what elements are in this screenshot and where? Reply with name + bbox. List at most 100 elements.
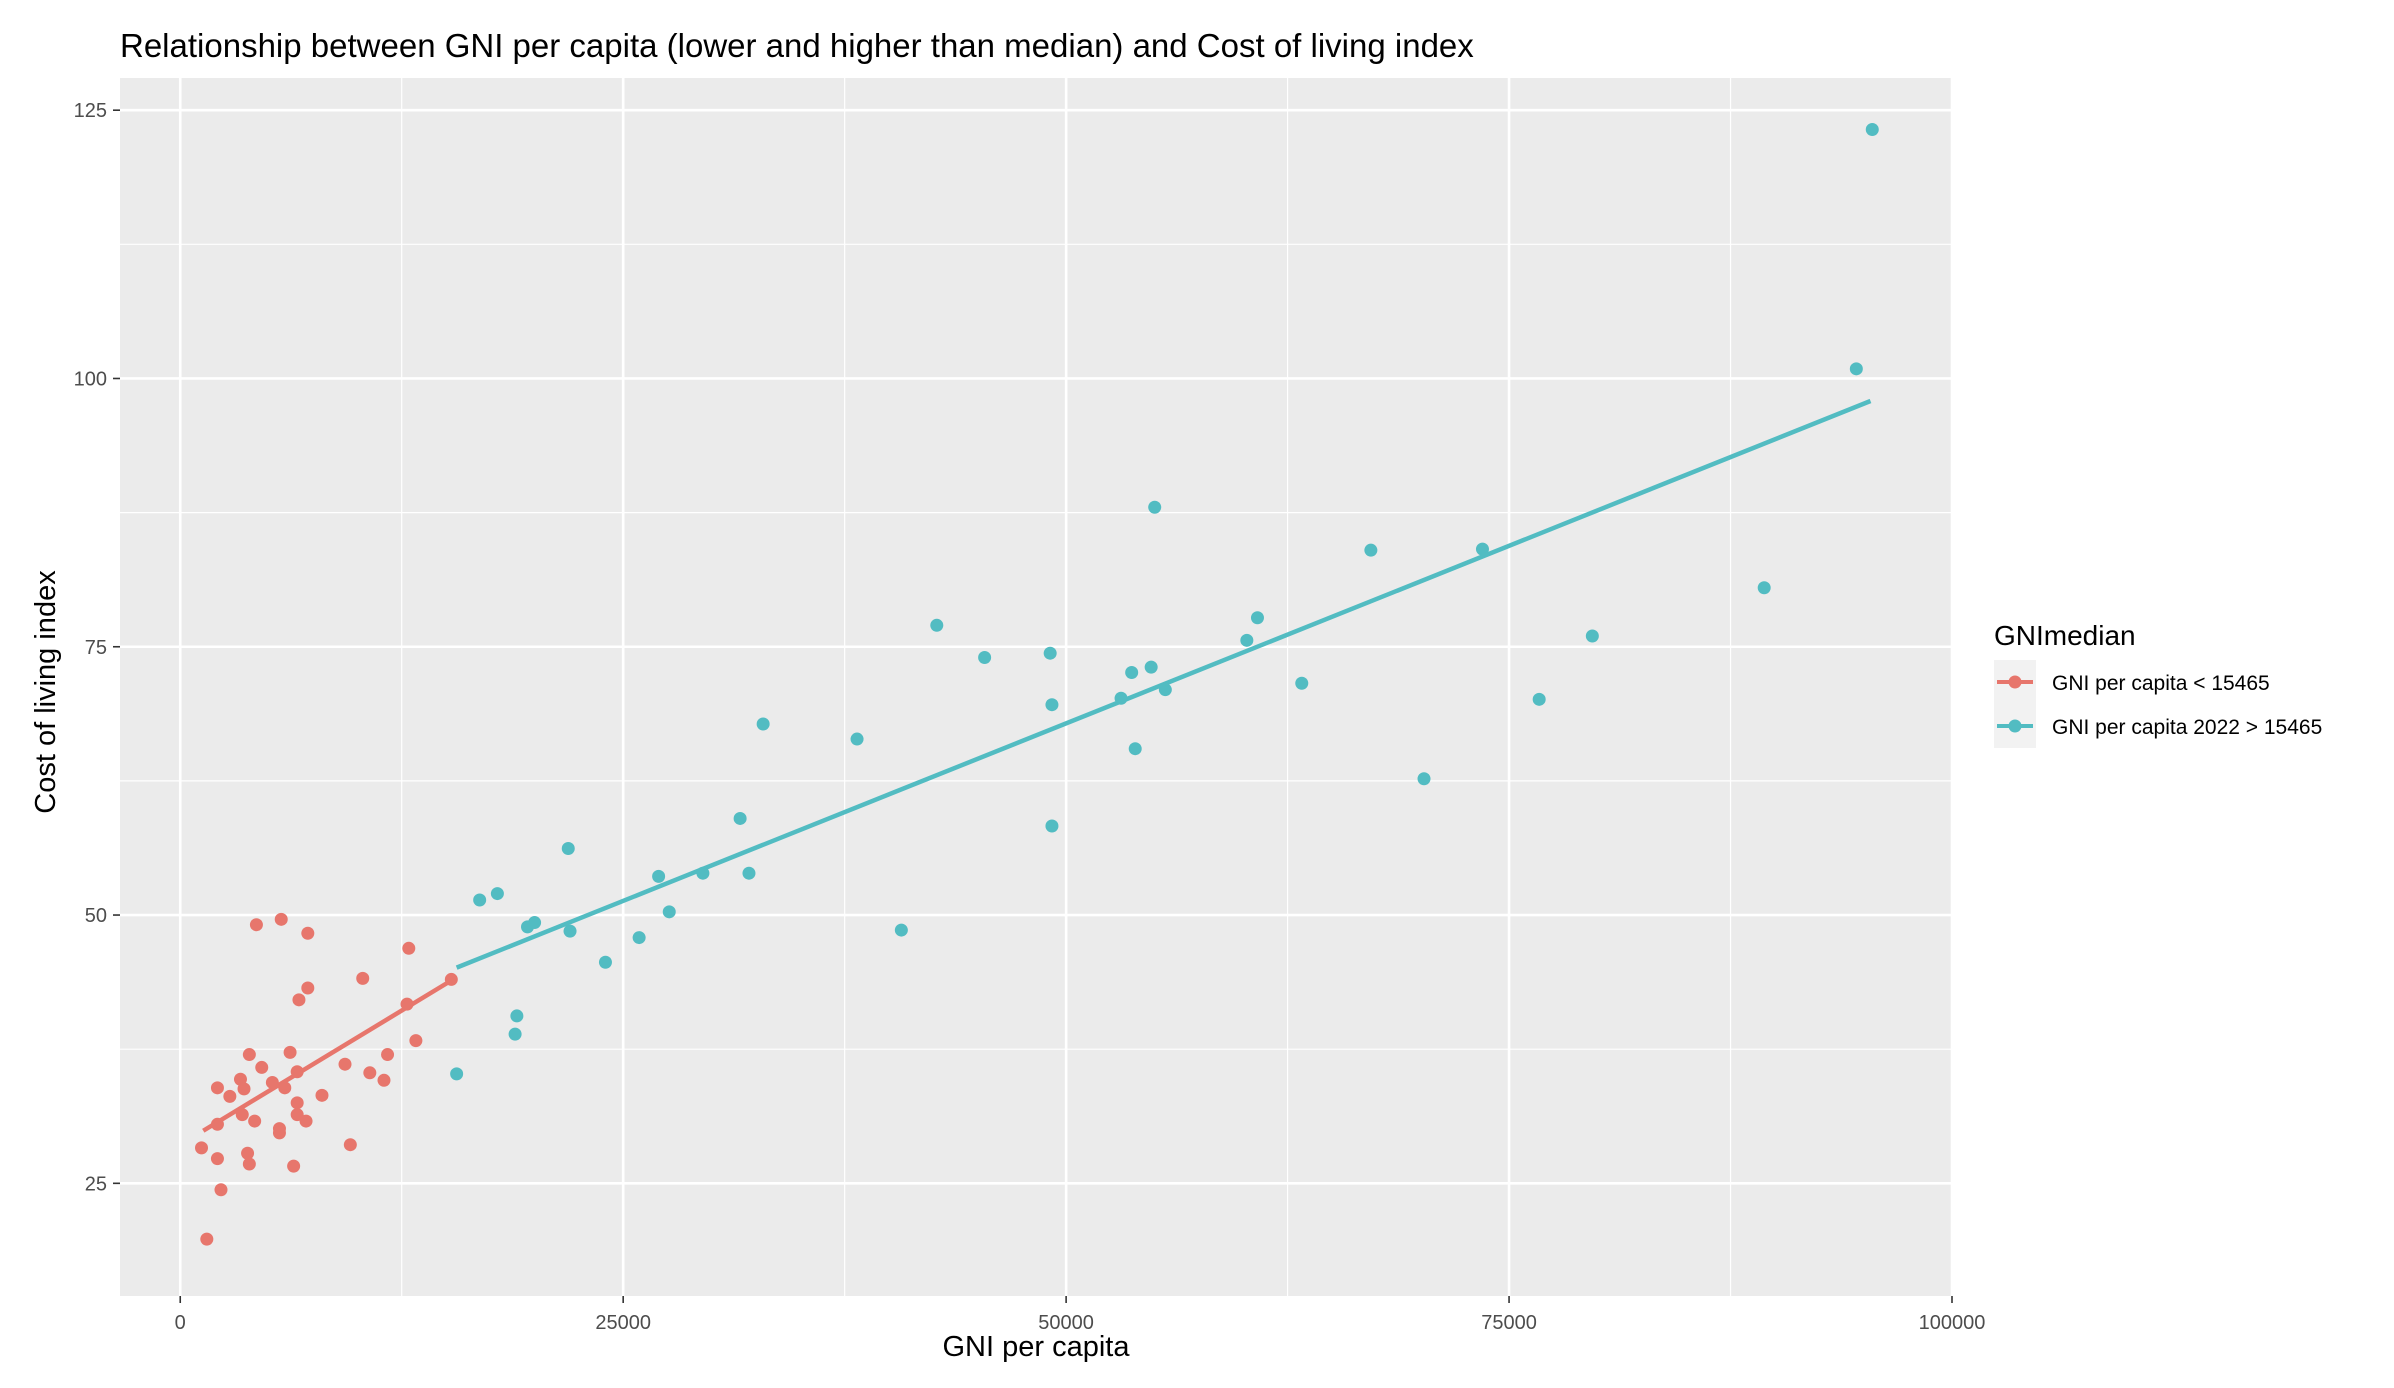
data-point xyxy=(742,866,756,880)
data-point xyxy=(1144,660,1158,674)
data-point xyxy=(283,1045,297,1059)
data-point xyxy=(1757,581,1771,595)
y-axis-title: Cost of living index xyxy=(30,570,62,814)
legend: GNImedian GNI per capita < 15465 GNI per … xyxy=(1994,620,2322,748)
x-tick-label: 75000 xyxy=(1481,1312,1537,1334)
data-point xyxy=(255,1060,269,1074)
data-point xyxy=(756,717,770,731)
data-point xyxy=(249,918,263,932)
data-point xyxy=(409,1034,423,1048)
x-tick-label: 25000 xyxy=(595,1312,651,1334)
data-point xyxy=(490,887,504,901)
data-point xyxy=(242,1048,256,1062)
data-point xyxy=(241,1146,255,1160)
data-point xyxy=(210,1152,224,1166)
data-point xyxy=(1585,629,1599,643)
data-point xyxy=(1045,819,1059,833)
data-point xyxy=(850,732,864,746)
chart-title: Relationship between GNI per capita (low… xyxy=(120,27,1474,64)
data-point xyxy=(363,1066,377,1080)
y-tick-label: 125 xyxy=(74,100,107,122)
data-point xyxy=(278,1081,292,1095)
data-point xyxy=(1128,742,1142,756)
data-point xyxy=(652,869,666,883)
y-tick-label: 75 xyxy=(85,637,107,659)
data-point xyxy=(930,618,944,632)
data-point xyxy=(356,971,370,985)
data-point xyxy=(528,916,542,930)
data-point xyxy=(402,941,416,955)
legend-title: GNImedian xyxy=(1994,620,2136,651)
data-point xyxy=(1417,772,1431,786)
data-point xyxy=(1045,698,1059,712)
data-point xyxy=(1364,543,1378,557)
data-point xyxy=(1865,123,1879,137)
data-point xyxy=(301,981,315,995)
data-point xyxy=(210,1081,224,1095)
legend-label: GNI per capita < 15465 xyxy=(2052,672,2270,695)
data-point xyxy=(235,1108,249,1122)
data-point xyxy=(223,1089,237,1103)
x-tick-label: 100000 xyxy=(1919,1312,1986,1334)
data-point xyxy=(214,1183,228,1197)
data-point xyxy=(265,1075,279,1089)
data-point xyxy=(292,993,306,1007)
data-point xyxy=(343,1138,357,1152)
x-tick-label: 0 xyxy=(175,1312,186,1334)
major-gridlines xyxy=(120,78,1954,1296)
plot-panel xyxy=(120,78,1952,1296)
x-tick-label: 50000 xyxy=(1038,1312,1094,1334)
y-tick-label: 25 xyxy=(85,1173,107,1195)
data-point xyxy=(696,866,710,880)
legend-label: GNI per capita 2022 > 15465 xyxy=(2052,716,2322,739)
data-point xyxy=(210,1117,224,1131)
data-point xyxy=(290,1065,304,1079)
data-point xyxy=(242,1157,256,1171)
data-point xyxy=(1532,692,1546,706)
data-point xyxy=(301,926,315,940)
data-point xyxy=(381,1048,395,1062)
data-point xyxy=(561,842,575,856)
data-point xyxy=(315,1088,329,1102)
data-point xyxy=(978,650,992,664)
data-point xyxy=(200,1232,214,1246)
minor-gridlines xyxy=(120,78,1952,1296)
data-point xyxy=(248,1114,262,1128)
y-tick-label: 50 xyxy=(85,905,107,927)
y-axis-ticks: 25 50 75 100 125 xyxy=(74,100,120,1195)
data-point xyxy=(510,1009,524,1023)
data-point xyxy=(1114,691,1128,705)
data-point xyxy=(1475,542,1489,556)
data-point xyxy=(1148,500,1162,514)
data-point xyxy=(563,924,577,938)
data-point xyxy=(1295,676,1309,690)
data-point xyxy=(1240,633,1254,647)
x-axis-title: GNI per capita xyxy=(943,1331,1131,1363)
data-point xyxy=(444,972,458,986)
legend-key-point xyxy=(2008,675,2022,689)
data-point xyxy=(1158,683,1172,697)
data-point xyxy=(400,997,414,1011)
y-tick-label: 100 xyxy=(74,368,107,390)
data-point xyxy=(1043,646,1057,660)
data-point xyxy=(377,1073,391,1087)
data-point xyxy=(290,1096,304,1110)
data-point xyxy=(1125,666,1139,680)
data-point xyxy=(274,912,288,926)
data-point xyxy=(338,1057,352,1071)
data-point xyxy=(299,1114,313,1128)
x-axis-ticks: 0 25000 50000 75000 100000 xyxy=(175,1296,1986,1334)
data-point xyxy=(733,811,747,825)
data-point xyxy=(598,955,612,969)
data-point xyxy=(1849,362,1863,376)
data-points xyxy=(195,123,1879,1246)
data-point xyxy=(894,923,908,937)
data-point xyxy=(195,1141,209,1155)
data-point xyxy=(237,1082,251,1096)
data-point xyxy=(508,1027,522,1041)
data-point xyxy=(473,893,487,907)
data-point xyxy=(272,1126,286,1140)
data-point xyxy=(1250,611,1264,625)
